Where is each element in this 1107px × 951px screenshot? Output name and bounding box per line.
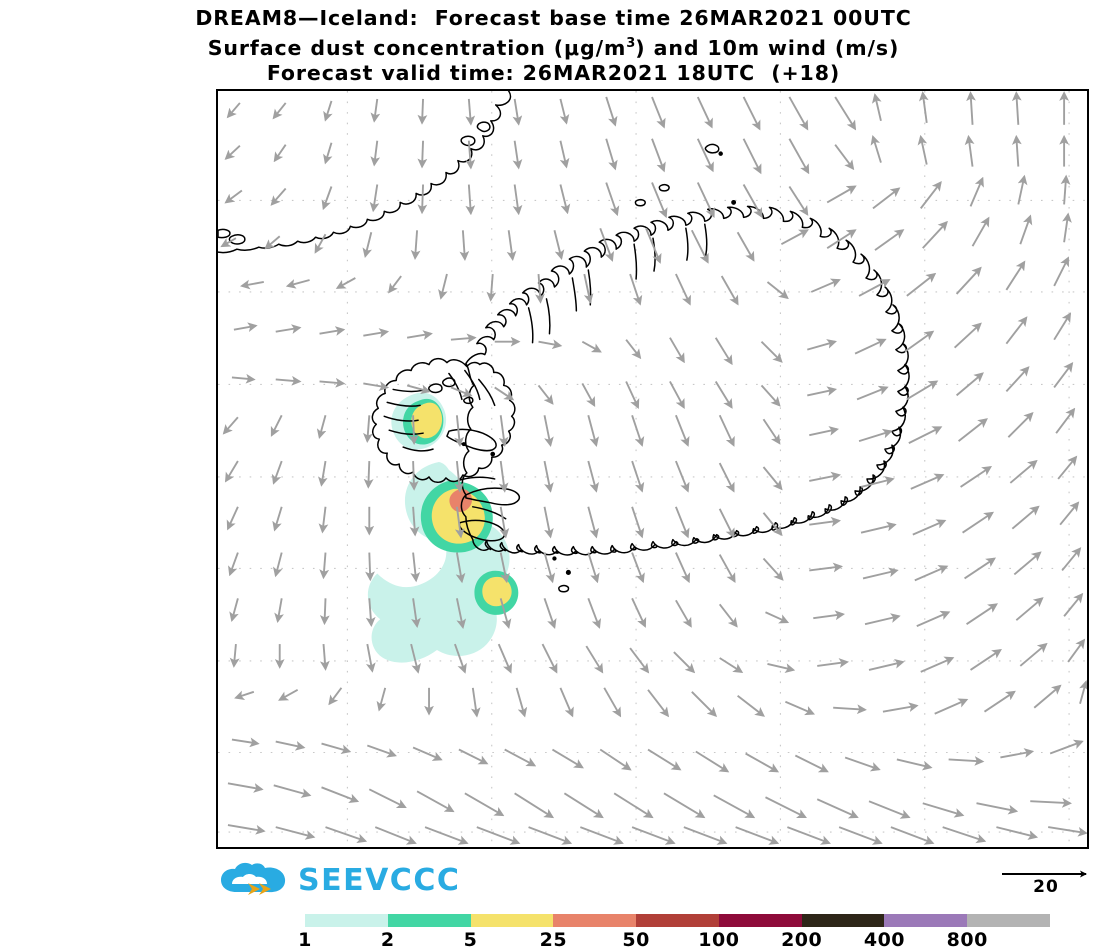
colorbar-segment [718,914,802,927]
seevccc-logo: SEEVCCC [218,861,460,901]
westfjords-fjord [388,429,424,435]
breidafjordur-inlet [456,476,496,482]
islet [463,396,474,405]
wind-vector-field [220,91,1087,845]
islet [565,569,571,575]
greenland-island [460,135,476,147]
westfjords-fjord [464,369,481,401]
colorbar-tick-label: 25 [539,929,568,951]
colorbar-segment [305,914,388,927]
colorbar-segment [967,914,1050,927]
islet [658,183,670,192]
colorbar-swatches [305,914,1050,927]
colorbar: 1 2 5 25 50 100 200 400 800 [298,914,1050,951]
title-line-1: DREAM8—Iceland: Forecast base time 26MAR… [195,6,912,30]
iceland-coastline [460,205,910,556]
title-line-2-suffix: ) and 10m wind (m/s) [635,35,900,60]
north-fjord [633,243,638,280]
westfjords-fjord [383,415,419,422]
colorbar-tick-label: 100 [698,929,740,951]
islet [490,451,496,457]
westfjords-fjord [402,446,434,452]
colorbar-segment [884,914,968,927]
vestmannaeyjar [558,584,570,593]
islet [731,199,737,205]
islet [634,198,646,207]
greenland-island [218,228,231,239]
colorbar-tick-label: 400 [863,929,906,951]
colorbar-tick-label: 200 [781,929,823,951]
colorbar-tick-label: 1 [298,929,312,951]
forecast-map [216,89,1089,849]
dust-band-5-25 [411,402,443,439]
islet [428,383,443,394]
greenland-coastline [218,91,512,254]
north-fjord [652,237,656,272]
colorbar-segment [387,914,471,927]
westfjords-fjord [478,378,496,407]
graticule [218,91,1087,847]
westfjords-fjord [386,401,421,407]
map-canvas [218,91,1087,847]
colorbar-segment [801,914,885,927]
greenland-island [476,121,491,133]
greenland-island [228,234,246,245]
north-fjord [545,298,551,335]
islet [461,442,466,447]
north-fjord [685,227,689,261]
coastlines [218,91,910,593]
north-fjord [527,307,534,344]
grimsey [704,143,720,154]
chart-title-block: DREAM8—Iceland: Forecast base time 26MAR… [0,6,1107,86]
islet [441,377,456,388]
wind-reference-label: 20 [1033,877,1059,897]
north-fjord [571,277,578,312]
north-fjord [704,223,708,256]
reykjanes-peninsula [465,487,521,506]
colorbar-segment [470,914,554,927]
units-exponent: 3 [626,36,636,51]
colorbar-tick-labels: 1 2 5 25 50 100 200 400 800 [298,929,1050,951]
colorbar-tick-label: 2 [380,929,395,951]
wind-reference-vector [1002,870,1087,878]
snaefellsnes-peninsula [446,428,497,452]
westfjords-fjord [448,372,463,401]
colorbar-tick-label: 5 [463,929,478,951]
title-line-2: Surface dust concentration (μg/m3) and 1… [0,31,1107,61]
cloud-icon [221,862,286,895]
dust-band-5-25 [482,576,512,607]
islet [552,556,557,561]
colorbar-segment [636,914,719,927]
islet [718,151,723,156]
dust-band-1-2 [367,462,510,663]
dust-concentration-field [367,392,519,663]
title-line-3: Forecast valid time: 26MAR2021 18UTC (+1… [266,60,841,85]
south-peninsula [458,519,506,542]
seevccc-logo-text: SEEVCCC [298,863,461,898]
westfjords-fjord [392,388,423,393]
colorbar-tick-label: 800 [946,929,988,951]
colorbar-tick-label: 50 [622,929,650,951]
colorbar-segment [553,914,637,927]
title-line-2-prefix: Surface dust concentration (μg/m [207,35,627,60]
